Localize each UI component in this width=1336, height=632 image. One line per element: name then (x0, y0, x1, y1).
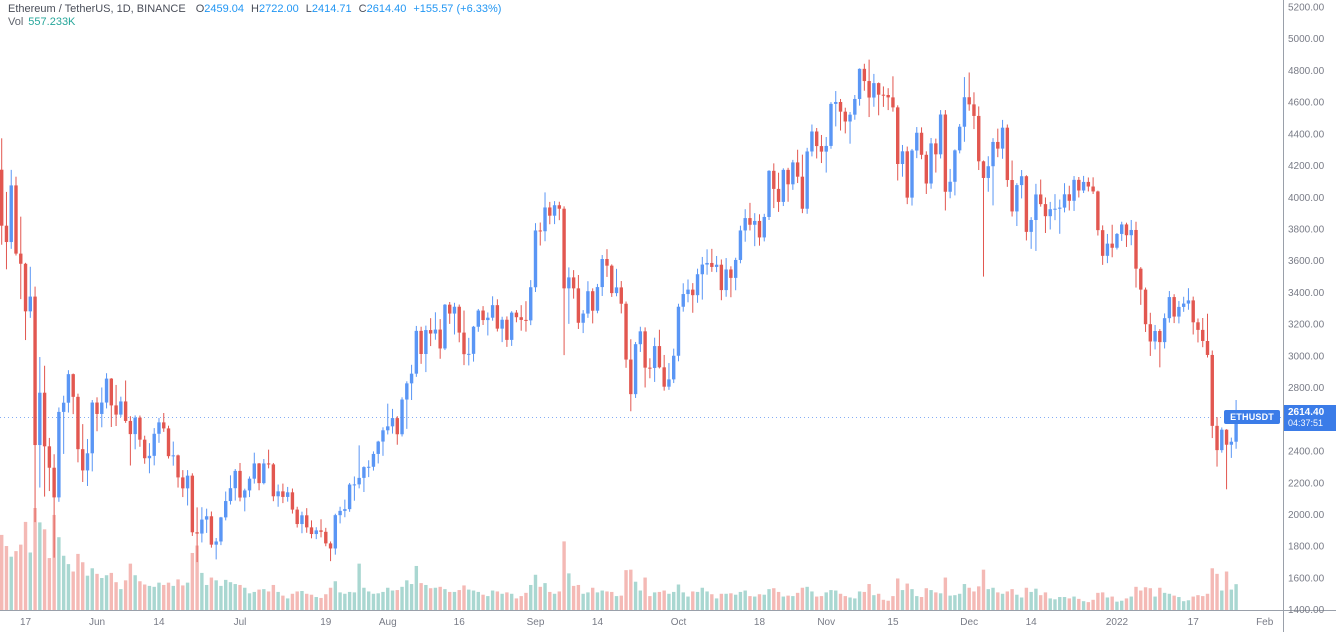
legend-high: H2722.00 (251, 3, 299, 16)
symbol-tag[interactable]: ETHUSDT (1224, 410, 1280, 424)
last-price-value: 2614.40 (1288, 407, 1325, 418)
bar-countdown: 04:37:51 (1288, 418, 1324, 428)
close-label: C (358, 3, 367, 15)
legend-change: +155.57 (+6.33%) (413, 3, 502, 15)
open-label: O (195, 3, 205, 15)
volume-label: Vol (8, 16, 24, 28)
close-value: 2614.40 (366, 3, 407, 15)
legend-low: L2414.71 (306, 3, 352, 16)
open-value: 2459.04 (204, 3, 245, 15)
chart-legend: Ethereum / TetherUS, 1D, BINANCE O2459.0… (8, 3, 501, 29)
last-price-label[interactable]: 2614.40 04:37:51 (1284, 405, 1336, 431)
high-label: H (251, 3, 259, 15)
legend-symbol-title[interactable]: Ethereum / TetherUS, 1D, BINANCE (8, 3, 186, 15)
low-label: L (305, 3, 312, 15)
legend-open: O2459.04 (196, 3, 244, 16)
legend-volume-row: Vol 557.233K (8, 16, 501, 29)
volume-value: 557.233K (28, 16, 76, 28)
legend-close: C2614.40 (359, 3, 407, 16)
time-axis[interactable] (0, 610, 1283, 632)
low-value: 2414.71 (311, 3, 352, 15)
high-value: 2722.00 (258, 3, 299, 15)
legend-main-row: Ethereum / TetherUS, 1D, BINANCE O2459.0… (8, 3, 501, 16)
price-axis[interactable] (1283, 0, 1336, 610)
